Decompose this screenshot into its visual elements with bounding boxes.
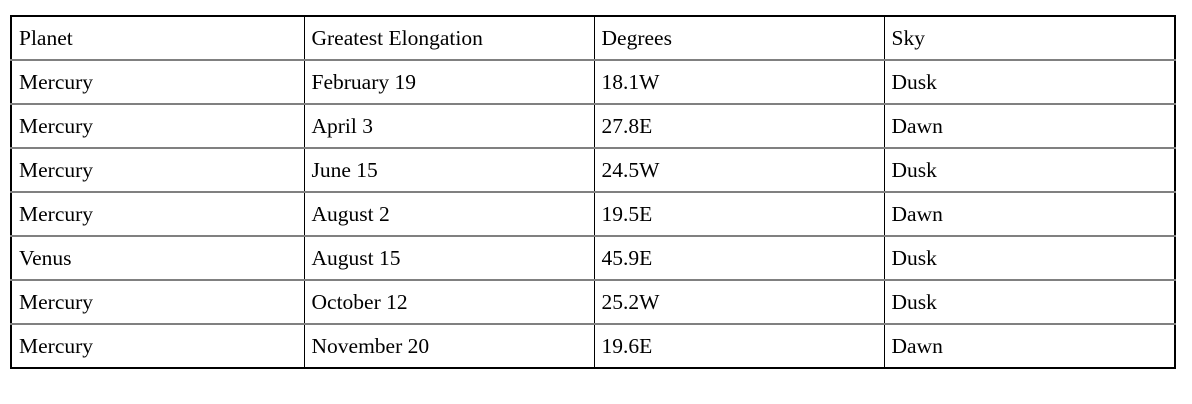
table-row: Venus August 15 45.9E Dusk [10,235,1176,281]
table-cell: 24.5W [593,147,885,193]
table-header-row: Planet Greatest Elongation Degrees Sky [10,15,1176,61]
table-cell: 19.6E [593,323,885,369]
table-cell: 19.5E [593,191,885,237]
table-cell: Venus [10,235,305,281]
table-row: Mercury February 19 18.1W Dusk [10,59,1176,105]
table-cell: August 15 [303,235,595,281]
table-cell: August 2 [303,191,595,237]
table-cell: Mercury [10,103,305,149]
table-row: Mercury October 12 25.2W Dusk [10,279,1176,325]
table-cell: Mercury [10,147,305,193]
table-cell: October 12 [303,279,595,325]
column-header-greatest-elongation: Greatest Elongation [303,15,595,61]
table-cell: Dawn [883,323,1176,369]
table-row: Mercury April 3 27.8E Dawn [10,103,1176,149]
table-cell: February 19 [303,59,595,105]
table-cell: Mercury [10,59,305,105]
table-cell: Mercury [10,191,305,237]
table-cell: Dawn [883,191,1176,237]
table-cell: Dusk [883,147,1176,193]
table-cell: Dusk [883,59,1176,105]
table-cell: April 3 [303,103,595,149]
table-cell: 18.1W [593,59,885,105]
table-cell: Dusk [883,235,1176,281]
table-cell: Mercury [10,279,305,325]
table-row: Mercury June 15 24.5W Dusk [10,147,1176,193]
column-header-sky: Sky [883,15,1176,61]
table-cell: November 20 [303,323,595,369]
table-row: Mercury November 20 19.6E Dawn [10,323,1176,369]
table-cell: 45.9E [593,235,885,281]
table-cell: 25.2W [593,279,885,325]
table-body: Mercury February 19 18.1W Dusk Mercury April … [10,59,1176,369]
table-cell: Dusk [883,279,1176,325]
table-cell: Mercury [10,323,305,369]
elongation-table: Planet Greatest Elongation Degrees Sky Merc… [10,15,1176,369]
table-cell: Dawn [883,103,1176,149]
table-cell: 27.8E [593,103,885,149]
table-cell: June 15 [303,147,595,193]
column-header-degrees: Degrees [593,15,885,61]
table-row: Mercury August 2 19.5E Dawn [10,191,1176,237]
column-header-planet: Planet [10,15,305,61]
